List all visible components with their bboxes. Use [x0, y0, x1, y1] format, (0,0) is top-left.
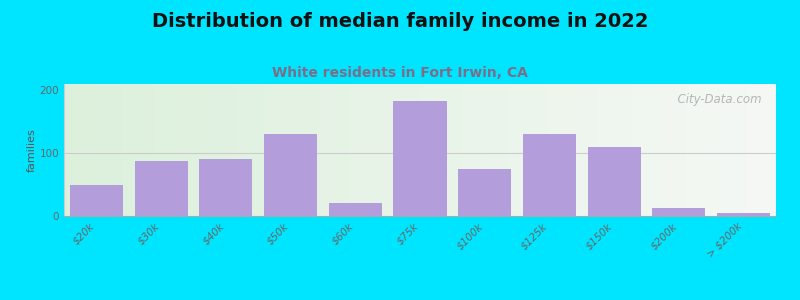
- Bar: [588, 147, 641, 216]
- Bar: [134, 161, 188, 216]
- Bar: [199, 159, 252, 216]
- Text: City-Data.com: City-Data.com: [670, 93, 762, 106]
- Bar: [70, 184, 123, 216]
- Bar: [523, 134, 576, 216]
- Text: Distribution of median family income in 2022: Distribution of median family income in …: [152, 12, 648, 31]
- Bar: [652, 208, 706, 216]
- Bar: [394, 101, 446, 216]
- Bar: [329, 203, 382, 216]
- Bar: [264, 134, 317, 216]
- Y-axis label: families: families: [26, 128, 37, 172]
- Text: White residents in Fort Irwin, CA: White residents in Fort Irwin, CA: [272, 66, 528, 80]
- Bar: [458, 169, 511, 216]
- Bar: [717, 213, 770, 216]
